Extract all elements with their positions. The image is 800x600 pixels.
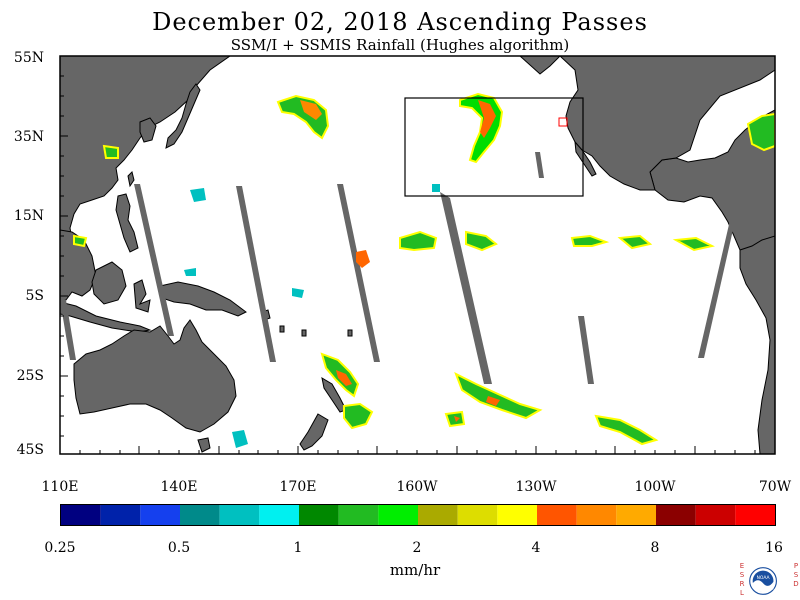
lon-label-100w: 100W — [634, 479, 676, 495]
rain-patch-itcz-west — [356, 250, 370, 268]
colorbar-swatch-5 — [259, 505, 299, 525]
colorbar-swatch-1 — [100, 505, 141, 525]
rain-patch-east-us — [746, 112, 775, 152]
lat-ticks — [60, 55, 68, 437]
pacific-islands — [261, 309, 353, 337]
lat-label-35n: 35N — [13, 129, 44, 145]
tasmania — [197, 437, 211, 453]
landmass-south-america — [739, 235, 775, 454]
highlight-marker — [558, 117, 568, 127]
colorbar-label-8: 8 — [650, 540, 660, 556]
swath-gap-8 — [60, 300, 76, 360]
lon-label-110e: 110E — [41, 479, 79, 495]
landmass-australia — [73, 319, 237, 433]
lat-label-5s: 5S — [25, 288, 45, 304]
rain-patch-east-asia — [73, 144, 119, 248]
rain-patch-south-pacific-core — [336, 370, 352, 386]
lon-label-70w: 70W — [758, 479, 792, 495]
swath-gaps — [60, 152, 742, 384]
lat-label-45s: 45S — [16, 442, 44, 458]
taiwan — [127, 171, 135, 188]
rainfall-map — [59, 55, 776, 455]
colorbar-swatch-0 — [61, 505, 101, 525]
highlight-box — [404, 97, 584, 197]
swath-gap-5 — [578, 316, 594, 384]
colorbar-label-16: 16 — [765, 540, 783, 556]
colorbar-units: mm/hr — [389, 561, 441, 579]
colorbar-swatch-8 — [378, 505, 418, 525]
rainfall-patches — [73, 92, 775, 448]
swath-gap-4 — [440, 192, 492, 384]
landmass-western-north-america — [519, 56, 775, 191]
colorbar-label-0-5: 0.5 — [167, 540, 191, 556]
philippines — [115, 193, 139, 253]
colorbar-swatch-14 — [616, 505, 656, 525]
colorbar-swatch-10 — [457, 505, 498, 525]
rain-patch-south-central — [444, 371, 659, 446]
swath-gap-1 — [134, 184, 174, 336]
colorbar-swatch-6 — [299, 505, 339, 525]
lon-label-130w: 130W — [515, 479, 557, 495]
colorbar-label-0-25: 0.25 — [44, 540, 76, 556]
lat-label-15n: 15N — [13, 208, 44, 224]
colorbar-swatch-2 — [140, 505, 180, 525]
colorbar — [60, 504, 776, 526]
colorbar-swatch-11 — [497, 505, 537, 525]
lon-label-160w: 160W — [396, 479, 438, 495]
rain-patch-south-pacific — [320, 352, 374, 430]
korea-peninsula — [139, 117, 157, 143]
noaa-logo-text: NOAA — [757, 575, 770, 581]
colorbar-swatch-9 — [418, 505, 458, 525]
colorbar-swatch-13 — [576, 505, 617, 525]
swath-gap-6 — [698, 190, 742, 358]
lon-label-140e: 140E — [160, 479, 198, 495]
lat-label-25s: 25S — [16, 368, 44, 384]
colorbar-label-4: 4 — [531, 540, 541, 556]
lat-label-55n: 55N — [13, 50, 44, 66]
rain-patch-south-central-core — [454, 396, 500, 422]
colorbar-swatch-17 — [735, 505, 775, 525]
colorbar-swatch-4 — [219, 505, 260, 525]
rain-patch-itcz-east — [399, 230, 715, 252]
swath-gap-3 — [337, 184, 380, 362]
colorbar-label-1: 1 — [293, 540, 303, 556]
noaa-logo: NOAA — [749, 567, 777, 595]
borneo — [91, 261, 127, 305]
colorbar-frame — [60, 504, 776, 526]
colorbar-label-2: 2 — [412, 540, 422, 556]
colorbar-swatch-15 — [656, 505, 696, 525]
sulawesi — [133, 279, 151, 313]
swath-gap-2 — [236, 186, 276, 362]
colorbar-swatch-12 — [537, 505, 577, 525]
map-subtitle: SSM/I + SSMIS Rainfall (Hughes algorithm… — [230, 36, 570, 54]
map-title: December 02, 2018 Ascending Passes — [152, 8, 648, 36]
rain-patch-ne-pacific-core — [478, 100, 496, 138]
colorbar-swatch-7 — [338, 505, 379, 525]
lon-ticks — [59, 446, 756, 454]
swath-gap-7 — [535, 152, 544, 178]
colorbar-swatch-3 — [180, 505, 220, 525]
rain-patch-nw-pacific-core — [300, 100, 322, 120]
colorbar-swatch-16 — [695, 505, 736, 525]
japan — [165, 83, 201, 149]
new-guinea — [159, 281, 247, 317]
lon-label-170e: 170E — [279, 479, 317, 495]
